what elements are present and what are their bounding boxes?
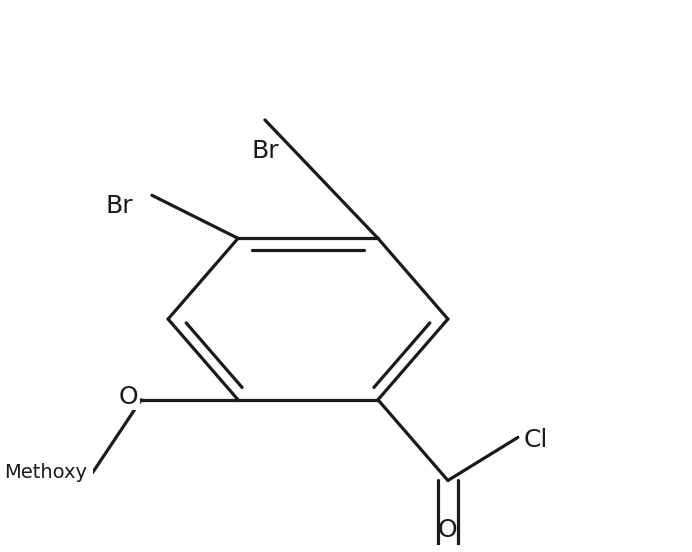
Text: O: O	[438, 518, 457, 543]
Text: Cl: Cl	[523, 428, 547, 452]
Text: Br: Br	[105, 194, 133, 218]
Text: O: O	[119, 385, 138, 409]
Text: Br: Br	[251, 139, 279, 163]
Text: Methoxy: Methoxy	[4, 463, 87, 482]
